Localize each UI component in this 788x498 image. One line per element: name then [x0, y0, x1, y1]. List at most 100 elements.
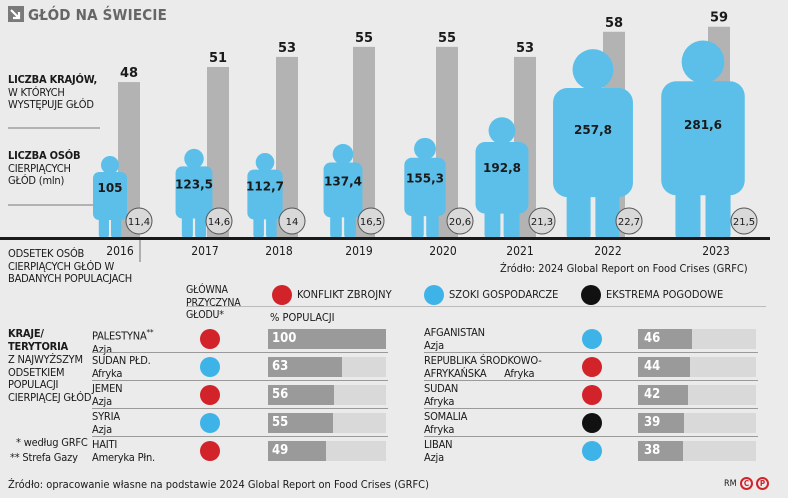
row-right-cause-2	[582, 385, 602, 405]
countries-sub: W KTÓRYCH WYSTĘPUJE GŁÓD	[8, 85, 94, 111]
share-value-2020: 20,6	[449, 217, 471, 228]
year-label-2021: 2021	[506, 244, 534, 258]
country-value-2017: 51	[209, 51, 227, 66]
row-right-name-2: SUDAN Afryka	[424, 382, 459, 408]
row-left-value-2: 56	[272, 387, 289, 402]
share-circle-2017	[205, 207, 233, 235]
row-left-cause-2	[200, 385, 220, 405]
row-right-cause-0	[582, 329, 602, 349]
countries-label: LICZBA KRAJÓW, W KTÓRYCH WYSTĘPUJE GŁÓD	[8, 73, 118, 112]
table-subtitle: Z NAJWYŻSZYM ODSETKIEM POPULACJI CIERPIĄ…	[8, 353, 92, 404]
row-left-bar-4	[268, 441, 326, 461]
row-right-bar-0	[638, 329, 693, 349]
share-circle-2018	[278, 207, 306, 235]
row-right-value-1: 44	[644, 359, 661, 374]
legend-label-economic: SZOKI GOSPODARCZE	[449, 288, 559, 301]
share-circle-2016	[125, 207, 153, 235]
row-left-bar-1	[268, 357, 343, 377]
legend-label-conflict: KONFLIKT ZBROJNY	[297, 288, 392, 301]
people-value-2023: 281,6	[684, 118, 722, 132]
row-left-bar-3	[268, 413, 333, 433]
row-right-sep-0	[424, 352, 758, 353]
row-left-sep-2	[92, 408, 388, 409]
note-gaza: ** Strefa Gazy	[10, 451, 78, 464]
countries-title: LICZBA KRAJÓW,	[8, 73, 98, 86]
row-right-value-0: 46	[644, 331, 661, 346]
people-value-2018: 112,7	[246, 180, 284, 194]
row-left-name-3: SYRIA Azja	[92, 410, 120, 436]
people-value-2017: 123,5	[175, 177, 213, 191]
source-top: Źródło: 2024 Global Report on Food Crise…	[500, 262, 748, 275]
row-left-cause-4	[200, 441, 220, 461]
row-left-cause-0	[200, 329, 220, 349]
row-right-value-4: 38	[644, 443, 661, 458]
legend-divider	[186, 306, 766, 307]
legend-dot-weather	[581, 285, 601, 305]
logo-p: P	[756, 477, 769, 490]
person-2022	[553, 49, 633, 238]
share-circle-2020	[446, 207, 474, 235]
row-left-cause-3	[200, 413, 220, 433]
person-2019	[323, 143, 363, 238]
hunger-chart: 48 51 53 55 55 53 58 59 105 123,5 112,7 137,4 155,3 1…	[0, 11, 770, 262]
row-left-cause-1	[200, 357, 220, 377]
share-circle-2019	[357, 207, 385, 235]
legend-title: GŁÓWNA PRZYCZYNA GŁODU*	[186, 284, 241, 321]
people-value-2022: 257,8	[574, 123, 612, 137]
row-right-name-3: SOMALIA Afryka	[424, 410, 468, 436]
country-value-2019: 55	[355, 31, 373, 46]
legend-dot-conflict	[272, 285, 292, 305]
country-value-2021: 53	[516, 41, 534, 56]
row-left-name-1: SUDAN PŁD. Afryka	[92, 354, 151, 380]
people-title: LICZBA OSÓB	[8, 149, 81, 162]
row-right-name-4: LIBAN Azja	[424, 438, 453, 464]
row-left-value-1: 63	[272, 359, 289, 374]
people-sub: CIERPIĄCYCH GŁÓD (mln)	[8, 161, 71, 187]
people-value-2019: 137,4	[324, 175, 362, 189]
country-value-2023: 59	[710, 11, 728, 26]
person-2018	[247, 152, 283, 238]
row-right-value-3: 39	[644, 415, 661, 430]
footer-credit: RM	[724, 479, 737, 489]
row-right-bar-4	[638, 441, 683, 461]
row-right-value-2: 42	[644, 387, 661, 402]
country-value-2020: 55	[438, 31, 456, 46]
row-right-name-0: AFGANISTAN Azja	[424, 326, 485, 352]
people-value-2021: 192,8	[483, 161, 521, 175]
row-left-name-4: HAITI Ameryka Płn.	[92, 438, 155, 464]
legend-dot-economic	[424, 285, 444, 305]
person-2016	[93, 156, 127, 238]
pct-header: % POPULACJI	[270, 311, 335, 324]
table-title: KRAJE/ TERYTORIA	[8, 327, 98, 353]
row-right-sep-2	[424, 408, 758, 409]
row-left-sep-3	[92, 436, 388, 437]
share-circle-2022	[615, 207, 643, 235]
year-label-2019: 2019	[345, 244, 373, 258]
row-right-bar-1	[638, 357, 690, 377]
person-2021	[475, 117, 529, 238]
row-right-cause-3	[582, 413, 602, 433]
year-label-2017: 2017	[191, 244, 219, 258]
row-right-sep-3	[424, 436, 758, 437]
country-value-2022: 58	[605, 16, 623, 31]
row-left-sep-0	[92, 352, 388, 353]
share-circle-2021	[528, 207, 556, 235]
share-value-2019: 16,5	[360, 217, 382, 228]
row-left-value-0: 100	[272, 331, 297, 346]
row-right-cause-4	[582, 441, 602, 461]
row-left-value-3: 55	[272, 415, 289, 430]
people-value-2016: 105	[97, 181, 122, 195]
row-right-sep-1	[424, 380, 758, 381]
share-value-2022: 22,7	[618, 217, 640, 228]
row-left-value-4: 49	[272, 443, 289, 458]
country-value-2016: 48	[120, 66, 138, 81]
person-2017	[175, 148, 213, 238]
share-value-2016: 11,4	[128, 217, 150, 228]
footer-source: Źródło: opracowanie własne na podstawie …	[8, 478, 429, 491]
person-2020	[404, 137, 446, 238]
logo-c: C	[740, 477, 753, 490]
row-left-sep-1	[92, 380, 388, 381]
year-label-2022: 2022	[594, 244, 622, 258]
people-label: LICZBA OSÓB CIERPIĄCYCH GŁÓD (mln)	[8, 149, 98, 188]
country-value-2018: 53	[278, 41, 296, 56]
